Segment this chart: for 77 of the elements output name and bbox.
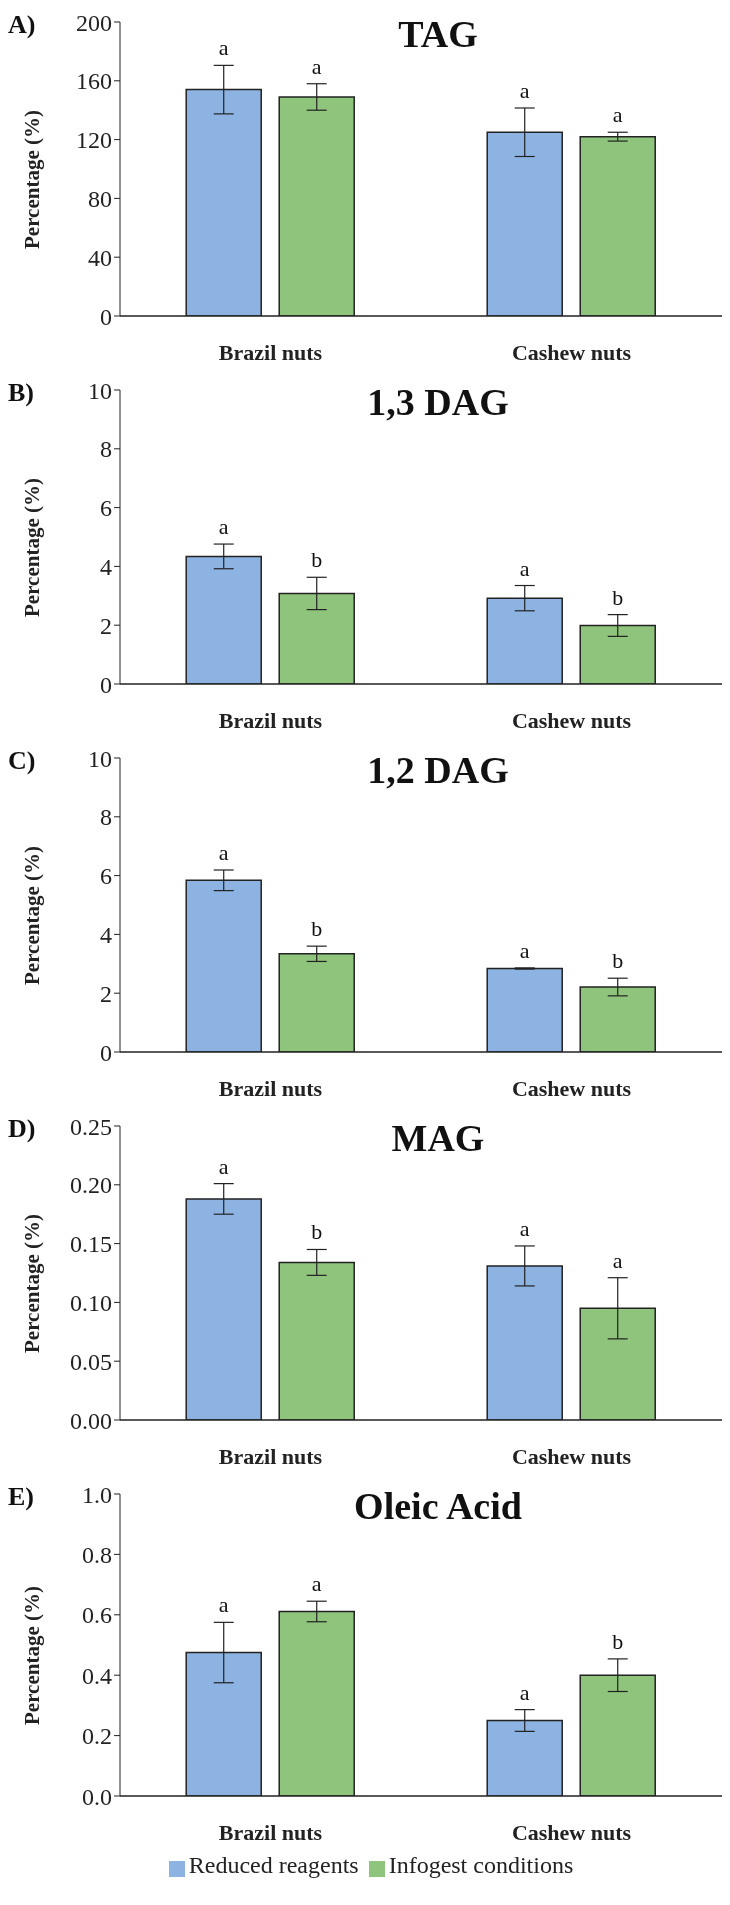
data-label: a (612, 1247, 623, 1273)
x-tick-label: Brazil nuts (218, 339, 323, 365)
y-tick-label: 0.05 (70, 1348, 112, 1375)
data-label: a (218, 35, 229, 61)
text: C) (8, 746, 36, 776)
y-tick-label: 8 (100, 436, 112, 463)
x-tick-label: Brazil nuts (218, 1819, 323, 1845)
chart-title: 1,2 DAG (366, 748, 510, 792)
chart-title: Oleic Acid (353, 1484, 523, 1528)
y-tick-label: 0 (100, 671, 112, 698)
x-tick-label: Brazil nuts (218, 1443, 323, 1469)
data-label: a (218, 514, 229, 540)
data-label: a (519, 555, 530, 581)
y-tick-label: 0.15 (70, 1231, 112, 1258)
data-label: b (311, 547, 323, 573)
y-tick-label: 0.00 (70, 1407, 112, 1434)
x-tick-label: Cashew nuts (511, 339, 632, 365)
y-tick-label: 2 (100, 612, 112, 639)
legend-label: Reduced reagents (188, 1852, 359, 1878)
x-tick-label: Cashew nuts (511, 1075, 632, 1101)
chart-title: TAG (398, 13, 478, 55)
data-label: b (612, 584, 624, 610)
data-label: b (612, 948, 624, 974)
y-tick-label: 0.0 (82, 1783, 112, 1810)
y-tick-label: 0 (100, 303, 112, 330)
data-label: a (519, 1215, 530, 1241)
data-label: a (311, 1571, 322, 1597)
data-label: a (519, 78, 530, 103)
text: B) (8, 378, 34, 408)
data-label: a (519, 937, 530, 963)
y-tick-label: 0.25 (70, 1113, 112, 1140)
y-tick-label: 0.20 (70, 1172, 112, 1199)
y-axis-title: Percentage (%) (20, 846, 45, 985)
y-tick-label: 2 (100, 980, 112, 1007)
data-label: b (612, 1628, 624, 1654)
y-tick-label: 10 (88, 745, 112, 772)
text: E) (8, 1482, 34, 1512)
y-tick-label: 160 (76, 68, 112, 95)
data-label: b (311, 1219, 323, 1245)
text: D) (8, 1114, 36, 1144)
y-tick-label: 0.4 (82, 1662, 112, 1689)
y-axis-title: Percentage (%) (20, 1586, 45, 1725)
y-tick-label: 40 (88, 244, 112, 271)
y-tick-label: 0.10 (70, 1289, 112, 1316)
data-label: a (519, 1679, 530, 1705)
y-axis-title: Percentage (%) (20, 110, 45, 249)
y-tick-label: 10 (88, 377, 112, 404)
x-tick-label: Cashew nuts (511, 1819, 632, 1845)
data-label: a (218, 1153, 229, 1179)
y-axis-title: Percentage (%) (20, 478, 45, 617)
y-tick-label: 6 (100, 495, 112, 522)
y-tick-label: 80 (88, 185, 112, 212)
y-tick-label: 0.6 (82, 1602, 112, 1629)
y-tick-label: 4 (100, 921, 112, 948)
chart-title: 1,3 DAG (366, 380, 510, 424)
data-label: a (612, 102, 623, 128)
y-tick-label: 4 (100, 553, 112, 580)
data-label: b (311, 916, 323, 942)
y-tick-label: 200 (76, 9, 112, 36)
x-tick-label: Brazil nuts (218, 1075, 323, 1101)
data-label: a (218, 840, 229, 866)
y-tick-label: 1.0 (82, 1481, 112, 1508)
x-tick-label: Cashew nuts (511, 707, 632, 733)
y-tick-label: 0.2 (82, 1723, 112, 1750)
legend-label: Infogest conditions (388, 1852, 574, 1878)
y-tick-label: 120 (76, 127, 112, 154)
y-tick-label: 8 (100, 804, 112, 831)
data-label: a (218, 1592, 229, 1618)
chart-title: MAG (390, 1116, 486, 1160)
x-tick-label: Cashew nuts (511, 1443, 632, 1469)
y-tick-label: 0 (100, 1039, 112, 1066)
y-tick-label: 0.8 (82, 1541, 112, 1568)
text: A) (8, 10, 36, 40)
data-label: a (311, 53, 322, 79)
y-axis-title: Percentage (%) (20, 1214, 45, 1353)
y-tick-label: 6 (100, 863, 112, 890)
x-tick-label: Brazil nuts (218, 707, 323, 733)
